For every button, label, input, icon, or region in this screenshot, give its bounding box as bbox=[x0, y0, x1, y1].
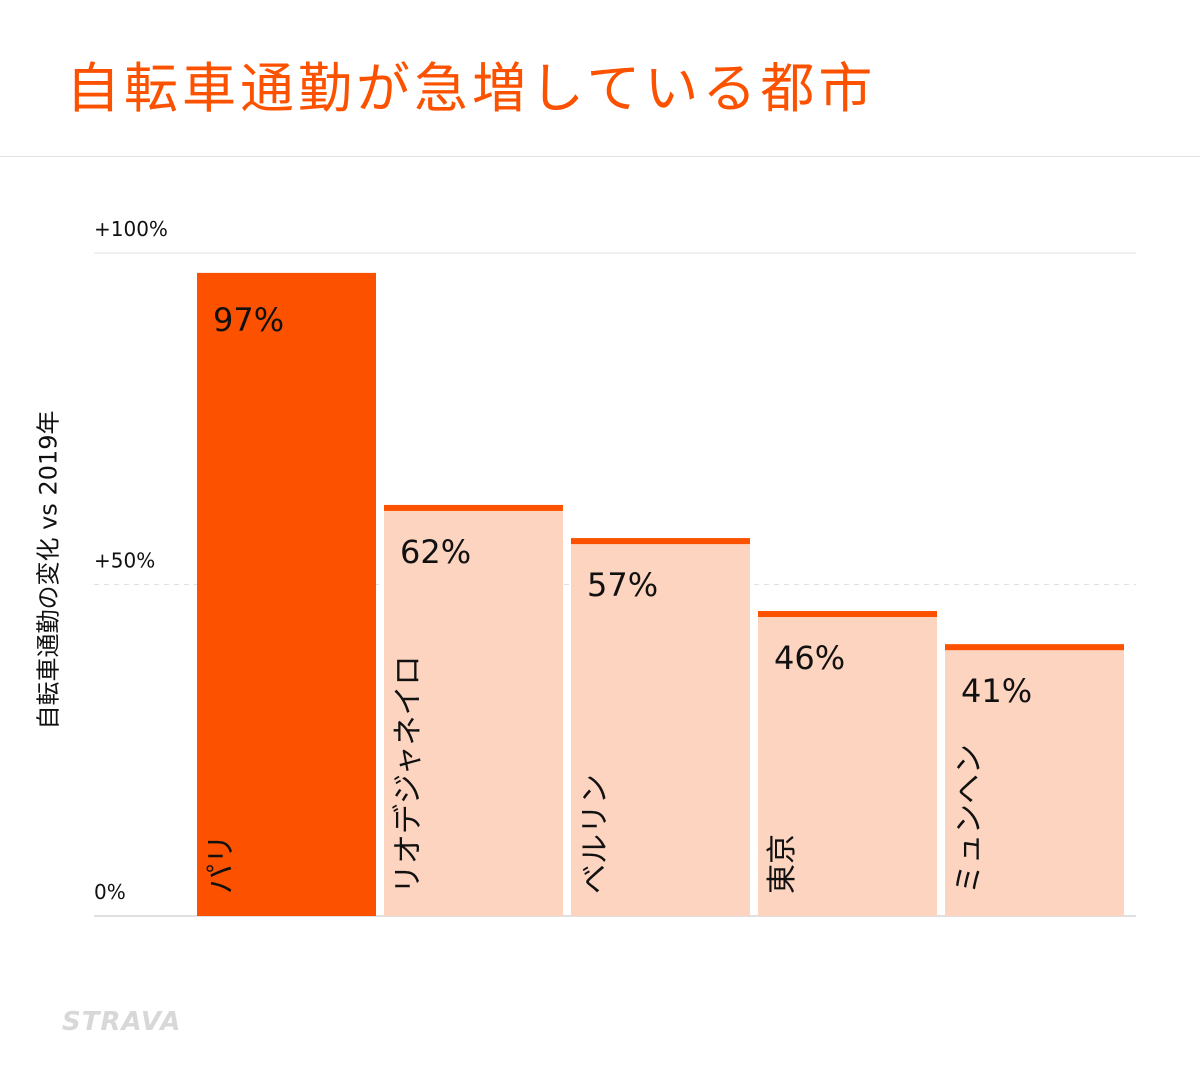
bar bbox=[945, 644, 1124, 916]
category-label: リオデジャネイロ bbox=[391, 656, 426, 895]
bar-top-accent bbox=[384, 504, 563, 511]
strava-logo: STRAVA bbox=[62, 1007, 182, 1037]
bar-value-label: 57% bbox=[587, 566, 658, 604]
bar-top-accent bbox=[945, 644, 1124, 651]
y-tick-label: +100% bbox=[94, 217, 168, 241]
bar-top-accent bbox=[571, 538, 750, 545]
chart-title: 自転車通勤が急増している都市 bbox=[66, 57, 877, 120]
category-label: 東京 bbox=[765, 834, 800, 894]
bar bbox=[571, 538, 750, 916]
category-label: パリ bbox=[204, 834, 239, 894]
bar bbox=[758, 611, 937, 916]
bar-value-label: 41% bbox=[961, 672, 1032, 710]
bar-value-label: 46% bbox=[774, 639, 845, 677]
y-tick-label: +50% bbox=[94, 549, 155, 573]
bar bbox=[197, 272, 376, 916]
y-tick-label: 0% bbox=[94, 880, 126, 904]
bar-value-label: 62% bbox=[400, 533, 471, 571]
header-divider bbox=[0, 156, 1200, 157]
bar bbox=[384, 504, 563, 916]
category-label: ミュンヘン bbox=[952, 744, 987, 894]
bar-top-accent bbox=[758, 611, 937, 618]
category-label: ベルリン bbox=[578, 774, 613, 894]
bar-value-label: 97% bbox=[213, 301, 284, 339]
